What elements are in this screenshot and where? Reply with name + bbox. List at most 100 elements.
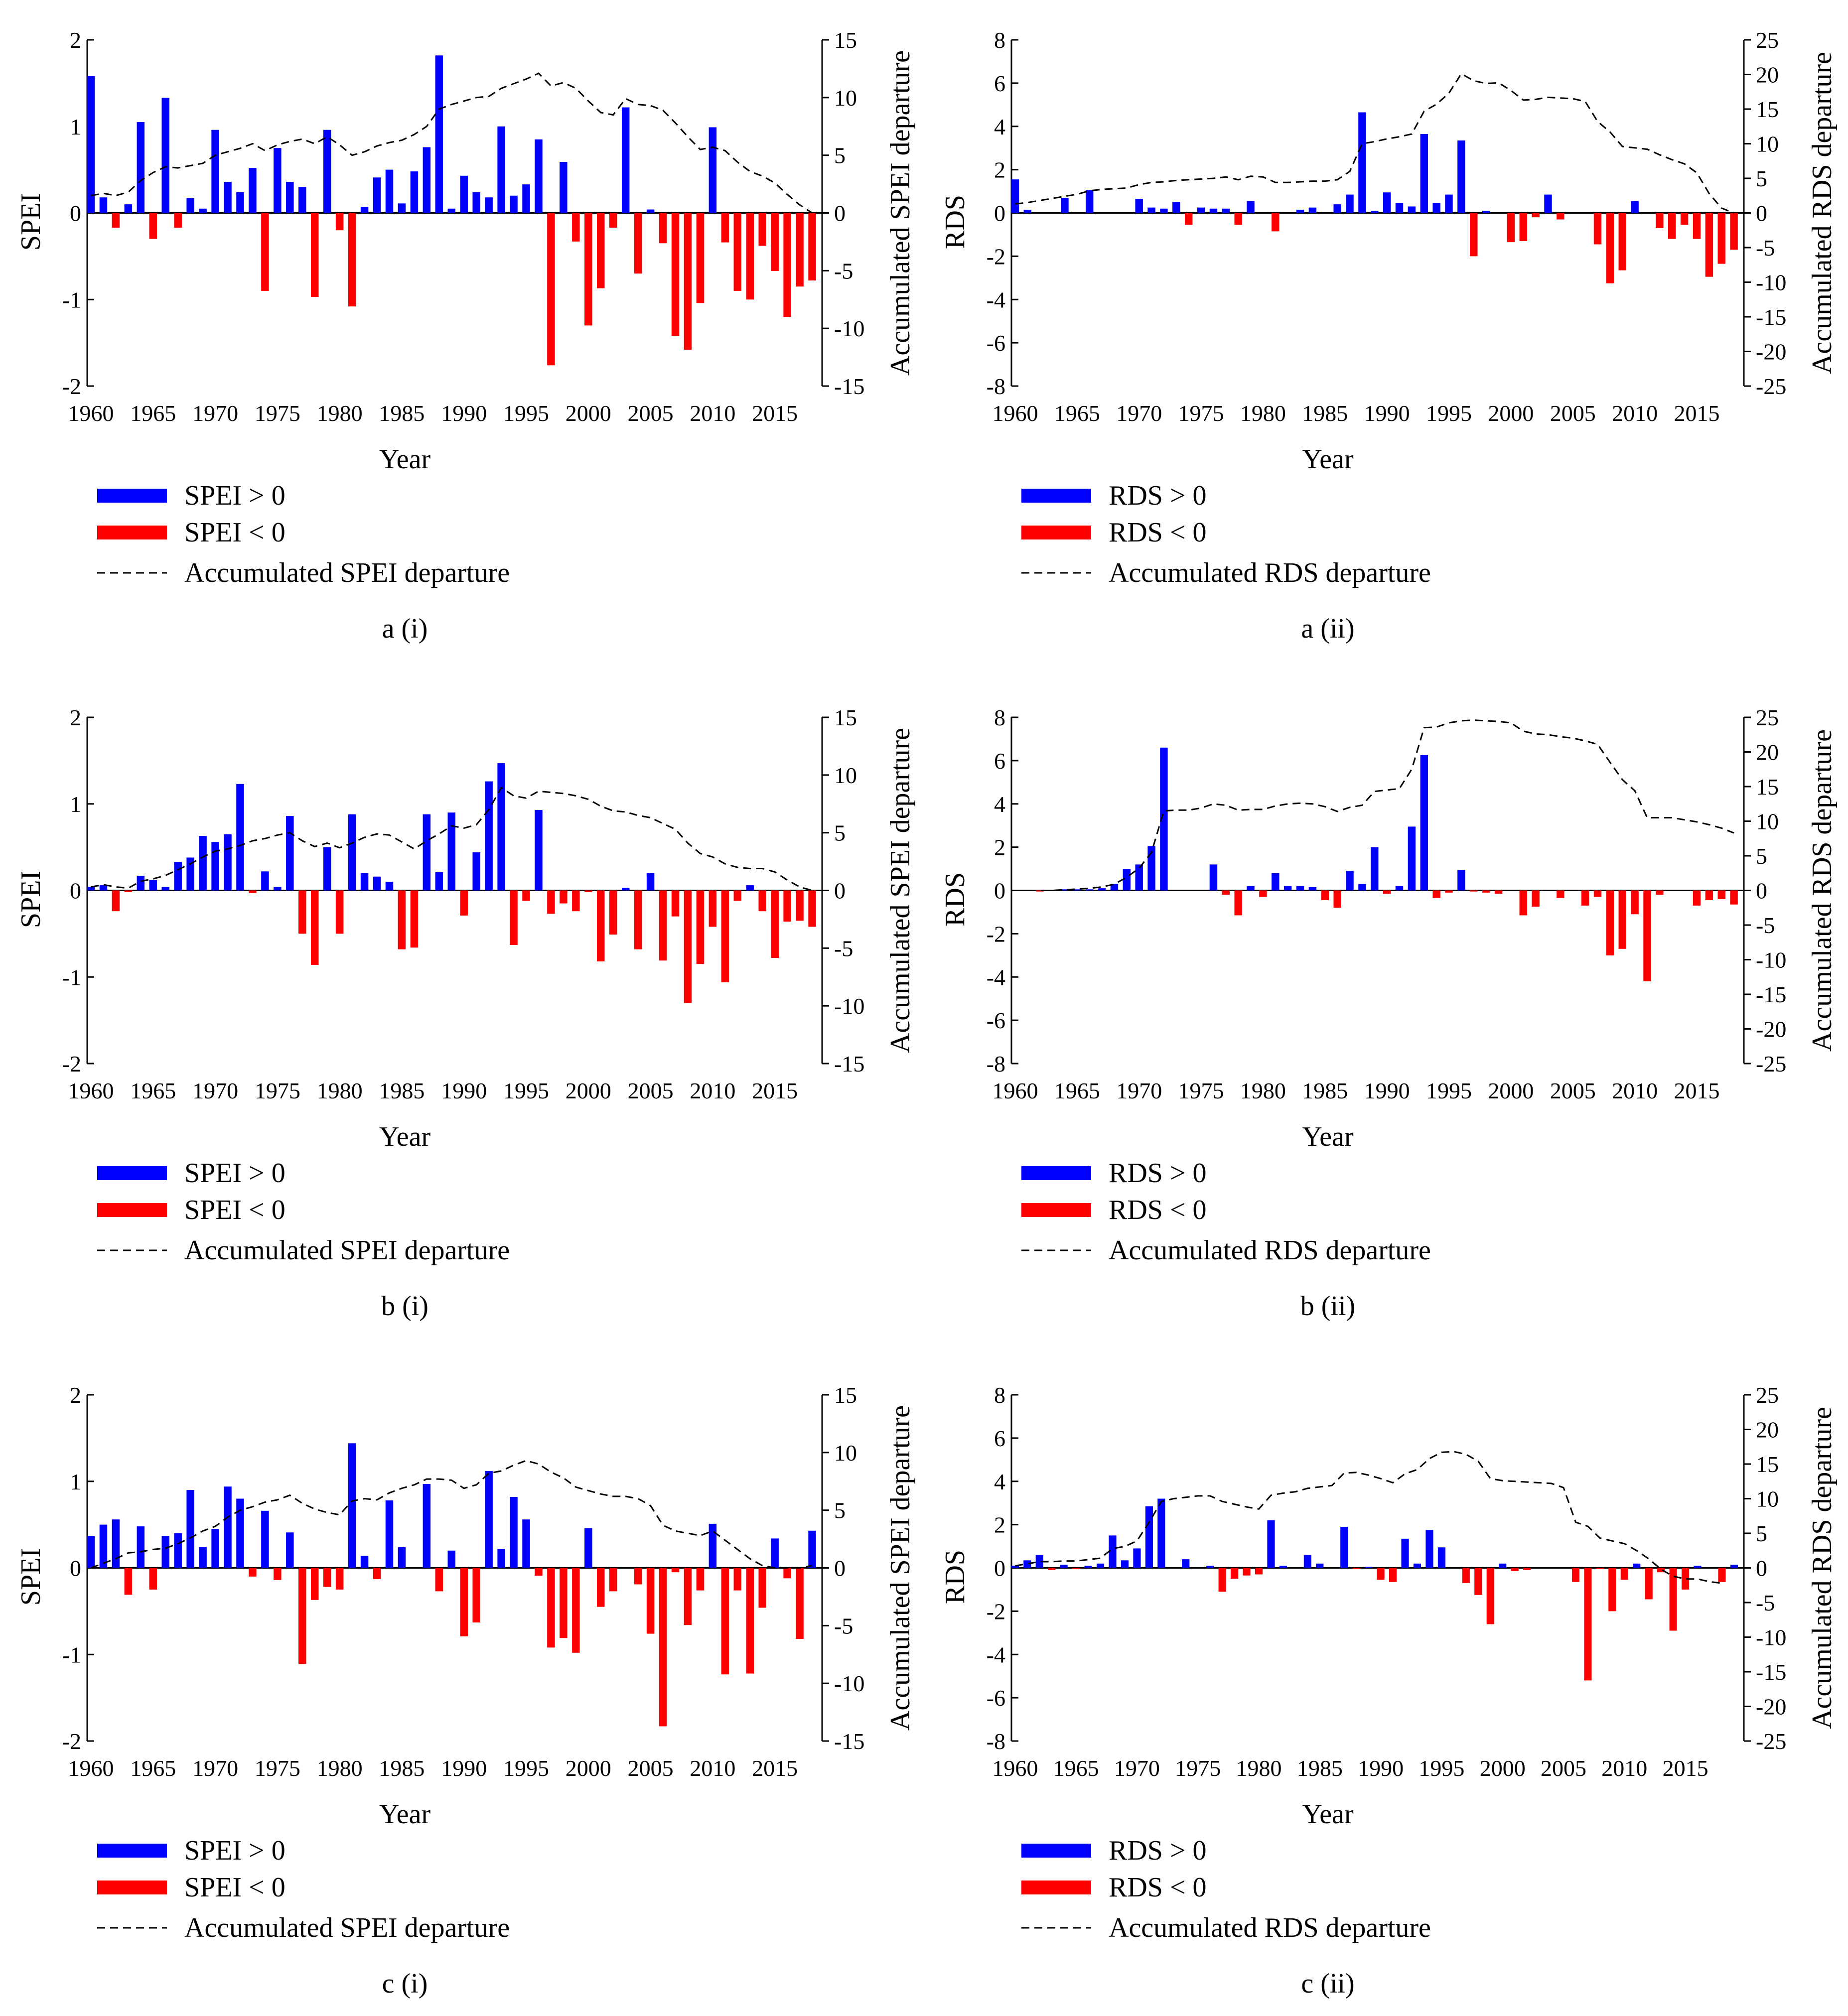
bar-positive [1109, 1535, 1117, 1568]
y-tick-label: 8 [994, 1382, 1005, 1408]
bar-negative [1668, 213, 1676, 239]
bar-negative [696, 890, 705, 964]
bar-negative [721, 213, 729, 243]
bar-negative [1523, 1568, 1531, 1570]
bar-negative [1321, 890, 1329, 901]
bar-negative [1494, 890, 1503, 894]
bar-negative [535, 1568, 543, 1576]
x-axis-title: Year [1302, 1121, 1354, 1152]
legend-label-line: Accumulated RDS departure [1109, 557, 1431, 588]
bar-negative [1072, 1568, 1080, 1569]
bar-positive [1432, 203, 1440, 213]
bar-positive [1272, 873, 1279, 891]
bar-positive [236, 192, 244, 213]
y-tick-label: 8 [994, 27, 1005, 53]
bar-positive [1445, 194, 1453, 213]
y-tick-label: -2 [987, 244, 1005, 269]
bar-negative [1608, 1568, 1616, 1612]
bar-positive [497, 1549, 505, 1568]
bar-positive [1123, 869, 1131, 891]
bar-positive [1633, 1563, 1641, 1568]
panel-caption: b (i) [381, 1291, 428, 1322]
y-tick-label: 6 [994, 748, 1005, 774]
bar-negative [796, 213, 804, 287]
y2-tick-label: 15 [1756, 1452, 1779, 1477]
y-tick-label: -2 [987, 1599, 1005, 1624]
y-axis-title: SPEI [15, 193, 46, 251]
x-tick-label: 2010 [1612, 1078, 1658, 1103]
x-tick-label: 2010 [690, 1078, 735, 1103]
x-tick-label: 1960 [992, 1078, 1038, 1103]
x-tick-label: 2015 [752, 1755, 798, 1781]
y2-tick-label: 0 [834, 201, 846, 226]
y2-tick-label: 5 [1756, 1521, 1767, 1546]
bar-negative [1693, 890, 1701, 906]
bar-negative [1234, 890, 1242, 916]
bar-positive [1333, 204, 1341, 213]
bar-negative [547, 890, 555, 914]
panel-caption: a (i) [382, 613, 428, 644]
y2-tick-label: -15 [834, 1051, 864, 1076]
bar-positive [1172, 202, 1180, 213]
y2-tick-label: -15 [1756, 304, 1786, 330]
bar-negative [373, 1568, 381, 1580]
bar-negative [783, 1568, 791, 1579]
bar-negative [1482, 890, 1490, 893]
y-tick-label: 2 [994, 835, 1005, 860]
bar-positive [1346, 194, 1354, 213]
bar-negative [758, 213, 766, 246]
bar-negative [460, 1568, 468, 1636]
x-tick-label: 2000 [566, 1078, 611, 1103]
y-tick-label: -1 [62, 964, 81, 990]
bar-negative [634, 890, 642, 949]
bar-positive [1098, 888, 1106, 891]
y2-tick-label: -15 [834, 374, 864, 399]
bar-negative [671, 1568, 680, 1573]
x-tick-label: 1995 [1426, 401, 1472, 426]
bar-negative [560, 890, 568, 904]
y2-tick-label: 0 [834, 1556, 846, 1581]
y2-tick-label: -20 [1756, 1694, 1786, 1720]
y2-tick-label: -25 [1756, 1729, 1786, 1754]
bar-positive [1182, 1559, 1190, 1568]
bar-negative [335, 213, 344, 231]
x-tick-label: 1960 [992, 401, 1038, 426]
bar-negative [310, 890, 319, 965]
bar-negative [1730, 213, 1738, 250]
bar-positive [497, 763, 505, 891]
x-tick-label: 2005 [628, 1078, 674, 1103]
x-tick-label: 2015 [752, 1078, 798, 1103]
bar-positive [510, 1497, 518, 1568]
legend-label-line: Accumulated SPEI departure [184, 1235, 510, 1266]
bar-positive [99, 885, 108, 891]
x-tick-label: 1995 [1419, 1755, 1464, 1781]
bar-negative [721, 890, 729, 982]
bar-negative [584, 890, 592, 892]
y2-tick-label: 20 [1756, 1417, 1779, 1443]
bar-positive [137, 875, 145, 891]
bar-negative [310, 1568, 319, 1600]
bar-positive [1730, 1564, 1738, 1568]
y-tick-label: -6 [987, 330, 1005, 356]
bar-positive [1023, 1560, 1031, 1568]
bar-positive [1135, 199, 1143, 213]
y2-tick-label: 15 [834, 1382, 857, 1408]
bar-positive [1247, 201, 1255, 213]
y-tick-label: -4 [987, 1642, 1005, 1667]
y2-tick-label: -25 [1756, 374, 1786, 399]
bar-negative [1383, 890, 1391, 894]
bar-positive [1303, 1555, 1311, 1568]
bar-negative [597, 213, 605, 288]
bar-positive [99, 1524, 108, 1568]
bar-negative [348, 213, 356, 307]
bar-negative [1557, 890, 1564, 898]
panel-caption: a (ii) [1301, 613, 1354, 644]
bar-negative [1519, 213, 1527, 241]
x-tick-label: 1990 [441, 1755, 487, 1781]
bar-positive [274, 148, 282, 213]
y2-tick-label: 5 [1756, 843, 1767, 869]
legend-label-negative: RDS < 0 [1109, 1872, 1207, 1903]
bar-negative [1255, 1568, 1263, 1575]
legend-label-positive: SPEI > 0 [184, 1835, 285, 1866]
